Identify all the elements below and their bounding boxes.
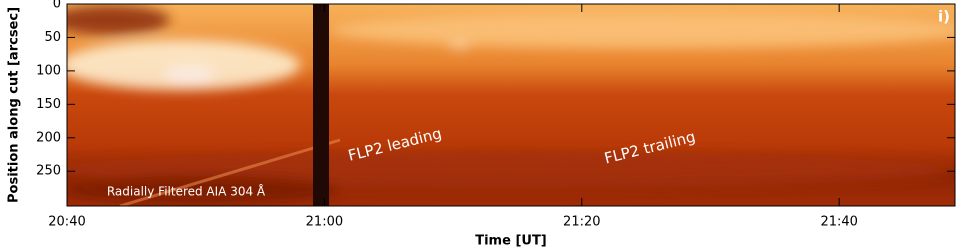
- x-tick-label: 21:40: [820, 215, 857, 230]
- x-axis-label: Time [UT]: [475, 234, 547, 249]
- y-tick-label: 0: [53, 0, 61, 12]
- annotation: Radially Filtered AIA 304 Å: [107, 184, 266, 199]
- y-tick-label: 50: [44, 30, 61, 45]
- y-tick-label: 250: [36, 164, 61, 179]
- x-tick-label: 20:40: [48, 215, 85, 230]
- y-tick-label: 100: [36, 63, 61, 78]
- y-tick-label: 200: [36, 130, 61, 145]
- x-tick-label: 21:00: [306, 215, 343, 230]
- panel-label: i): [938, 8, 950, 26]
- image: [67, 4, 955, 206]
- y-tick-label: 150: [36, 97, 61, 112]
- x-tick-label: 21:20: [563, 215, 600, 230]
- y-axis-label: Position along cut [arcsec]: [7, 7, 22, 203]
